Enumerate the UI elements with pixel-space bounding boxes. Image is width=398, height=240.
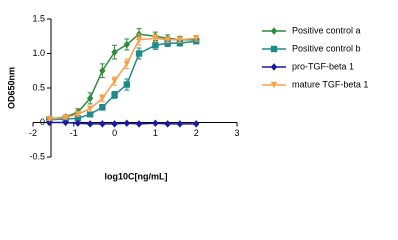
data-point xyxy=(164,120,171,128)
x-axis-label: log10C[ng/mL] xyxy=(105,171,168,181)
data-point xyxy=(176,36,184,43)
data-point xyxy=(111,91,118,99)
y-tick-label: 1.5 xyxy=(32,13,45,23)
data-point xyxy=(86,105,94,112)
data-point xyxy=(62,118,69,127)
legend-marker xyxy=(270,81,278,89)
data-point xyxy=(123,119,131,127)
data-point xyxy=(111,48,118,56)
data-point xyxy=(86,111,94,118)
data-point xyxy=(99,104,106,111)
series-line xyxy=(49,40,197,121)
y-axis-label: OD650nm xyxy=(6,67,16,109)
series-line xyxy=(49,37,197,120)
x-tick-label: -1 xyxy=(70,128,78,138)
legend-marker xyxy=(270,45,278,53)
data-point xyxy=(99,120,106,128)
data-point xyxy=(164,36,171,43)
legend-marker xyxy=(270,63,278,71)
data-point xyxy=(193,35,200,42)
legend-marker xyxy=(270,27,278,35)
data-point xyxy=(135,36,143,43)
x-tick-label: -2 xyxy=(29,128,37,138)
data-point xyxy=(135,50,143,57)
data-point xyxy=(193,120,200,128)
chart: OD650nm log10C[ng/mL] 1.5 1.0 0.5 0 -0.5 -2 -1… xyxy=(6,13,368,181)
data-point xyxy=(111,120,118,128)
data-point xyxy=(176,39,184,47)
series-line xyxy=(49,33,197,120)
y-tick-label: 0.5 xyxy=(32,82,45,92)
data-point xyxy=(99,95,106,102)
data-point xyxy=(74,111,82,118)
data-point xyxy=(176,120,184,128)
legend-label: mature TGF-beta 1 xyxy=(292,79,368,89)
x-tick-label: 2 xyxy=(194,128,199,138)
legend-label: Positive control a xyxy=(292,25,361,35)
data-point xyxy=(111,77,118,85)
data-point xyxy=(164,39,171,47)
x-tick-label: 0 xyxy=(112,128,117,138)
data-point xyxy=(152,42,159,49)
data-point xyxy=(74,119,82,127)
y-tick-label: 0 xyxy=(40,117,45,127)
x-tick-label: 1 xyxy=(153,128,158,138)
y-tick-label: 1.0 xyxy=(32,48,45,58)
data-point xyxy=(123,81,131,88)
data-point xyxy=(152,35,159,42)
legend-label: Positive control b xyxy=(292,43,361,53)
data-point xyxy=(62,114,69,121)
data-point xyxy=(86,120,94,128)
y-tick-label: -0.5 xyxy=(29,151,45,161)
data-point xyxy=(46,115,53,123)
data-point xyxy=(123,40,131,49)
data-point xyxy=(135,120,143,128)
data-point xyxy=(86,94,94,103)
data-point xyxy=(99,67,106,75)
x-tick-label: 3 xyxy=(234,128,239,138)
data-point xyxy=(152,119,159,127)
legend-label: pro-TGF-beta 1 xyxy=(292,61,354,71)
data-point xyxy=(123,60,131,68)
